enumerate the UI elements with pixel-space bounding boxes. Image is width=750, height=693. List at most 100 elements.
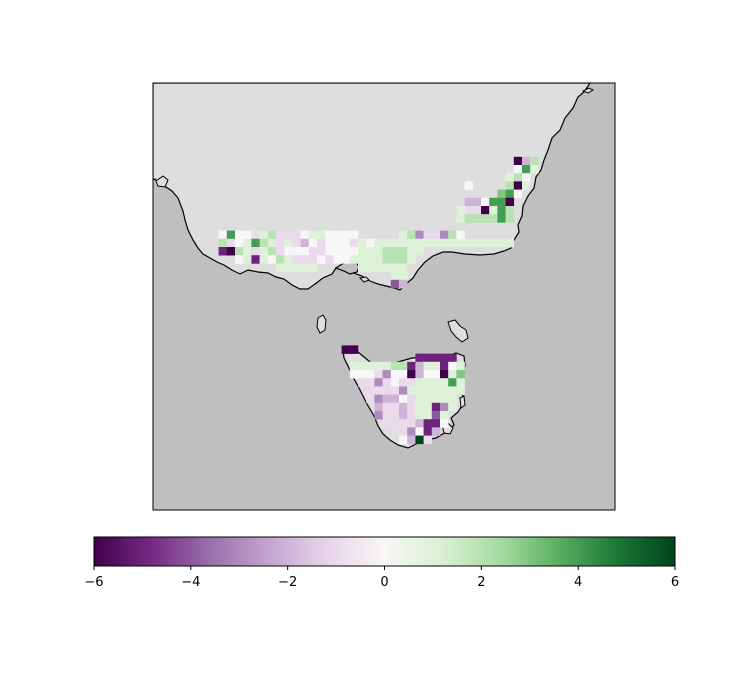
grid-cell [431,378,441,387]
grid-cell [284,238,293,248]
grid-cell [349,247,359,256]
grid-cell [390,378,400,387]
grid-cell [325,238,334,248]
grid-cell [374,238,383,248]
grid-cell [358,255,367,264]
grid-cell [415,370,424,379]
colorbar-gradient [94,537,675,566]
grid-cell [349,370,359,379]
map-axes [153,83,615,510]
grid-cell [431,386,441,395]
grid-cell [472,206,482,215]
grid-cell [423,419,433,428]
grid-cell [440,419,449,428]
grid-cell [407,402,416,412]
grid-cell [431,361,441,371]
maria-island [459,395,466,409]
grid-cell [399,255,408,264]
grid-cell [440,361,449,371]
grid-cell [284,263,293,272]
grid-cell [440,230,449,240]
grid-cell [382,419,392,428]
grid-cell [366,255,375,264]
grid-cell [267,230,277,240]
grid-cell [481,197,490,207]
grid-cell [399,411,408,420]
grid-cell [218,247,228,256]
grid-cell [308,238,318,248]
grid-cell [472,214,482,223]
grid-cell [235,255,244,264]
grid-cell [341,345,351,354]
grid-cell [497,238,506,248]
grid-cell [448,402,457,412]
grid-cell [325,230,334,240]
grid-cell [407,370,416,379]
grid-cell [308,263,318,272]
colorbar-tick-label: 0 [380,575,388,590]
flinders-island [447,319,469,343]
grid-cell [440,411,449,420]
colorbar: −6 −4 −2 0 2 4 6 [84,536,679,590]
grid-cell [325,255,334,264]
grid-cell [423,353,433,363]
grid-cell [440,238,449,248]
grid-cell [382,361,392,371]
grid-cell [505,181,515,190]
grid-cell [440,378,449,387]
grid-cell [497,214,506,223]
grid-cell [464,206,474,215]
grid-cell [481,238,490,248]
grid-cell [530,156,539,166]
grid-cell [423,386,433,395]
grid-cell [366,361,375,371]
grid-cell [382,247,392,256]
grid-cell [423,230,433,240]
grid-cell [341,255,351,264]
grid-cell [382,378,392,387]
grid-cell [218,230,228,240]
grid-cell [374,378,383,387]
grid-cell [382,386,392,395]
grid-cell [415,378,424,387]
grid-cell [448,353,457,363]
grid-cell [382,411,392,420]
grid-cell [374,386,383,395]
grid-cell [448,238,457,248]
grid-cell [489,238,498,248]
grid-cell [431,411,441,420]
grid-cell [308,247,318,256]
grid-cell [259,247,269,256]
colorbar-tick-label: −4 [181,575,200,590]
grid-cell [481,206,490,215]
grid-cell [415,419,424,428]
grid-cell [349,238,359,248]
grid-cell [407,386,416,395]
grid-cell [317,230,326,240]
grid-cell [513,156,523,166]
grid-cell [431,230,441,240]
grid-cell [505,189,515,199]
grid-cell [300,263,310,272]
grid-cell [399,238,408,248]
grid-cell [390,255,400,264]
grid-cell [513,181,523,190]
grid-cell [505,206,515,215]
grid-cell [415,386,424,395]
grid-cell [415,238,424,248]
grid-cell [390,279,400,289]
grid-cell [407,238,416,248]
grid-cell [276,263,285,272]
grid-cell [382,402,392,412]
grid-cell [390,402,400,412]
grid-cell [440,370,449,379]
grid-cell [513,173,523,182]
grid-cell [300,238,310,248]
grid-cell [431,419,441,428]
grid-cell [292,263,301,272]
grid-cell [390,419,400,428]
grid-cell [390,247,400,256]
grid-cell [317,255,326,264]
grid-cell [349,255,359,264]
colorbar-tick-label: −2 [278,575,297,590]
